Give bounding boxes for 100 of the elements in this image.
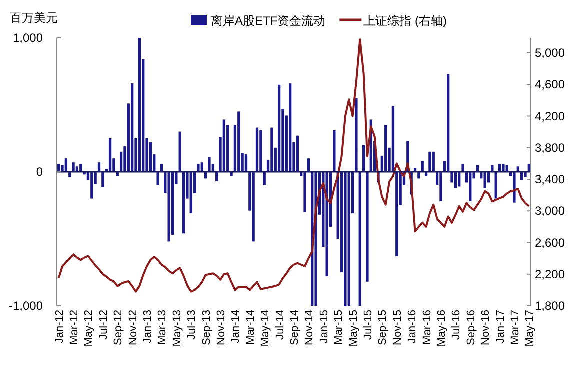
bar <box>462 164 464 172</box>
x-tick-label: May-17 <box>524 310 536 347</box>
bar <box>270 128 274 172</box>
bar <box>61 165 64 172</box>
x-tick-label: May-13 <box>171 310 184 347</box>
bar <box>292 142 296 172</box>
x-tick-label: Jul-13 <box>186 310 198 340</box>
bar <box>344 172 347 306</box>
bar <box>182 172 186 234</box>
y2-tick-label: 4,600 <box>535 78 566 92</box>
bar <box>190 172 192 214</box>
x-tick-label: Nov-14 <box>304 310 316 346</box>
bar <box>366 172 369 282</box>
bar <box>219 137 222 172</box>
bar <box>340 172 344 272</box>
x-tick-label: Mar-12 <box>68 310 81 345</box>
bar <box>108 138 112 172</box>
bar <box>502 164 505 172</box>
bar <box>90 172 94 199</box>
y-tick-label: 0 <box>36 165 44 179</box>
bar <box>260 130 262 172</box>
bar <box>124 146 126 172</box>
bar <box>274 148 277 172</box>
bar <box>304 172 306 212</box>
bar <box>102 172 104 188</box>
bar <box>178 132 182 172</box>
bar <box>200 162 204 172</box>
bar <box>472 172 476 179</box>
x-tick-label: Jan-13 <box>142 310 154 344</box>
x-tick-label: Jul-15 <box>362 310 374 340</box>
bar <box>120 152 123 172</box>
bar <box>296 136 299 172</box>
bar <box>469 172 472 202</box>
bar <box>252 172 255 242</box>
x-tick-label: Nov-16 <box>480 310 492 346</box>
bar <box>98 162 101 172</box>
bar <box>396 172 398 256</box>
x-tick-label: Sep-16 <box>465 310 478 346</box>
bar <box>278 84 281 172</box>
x-tick-label: May-16 <box>436 310 448 347</box>
bar <box>285 116 288 172</box>
bar <box>164 172 167 194</box>
bar <box>208 157 211 172</box>
bar <box>153 154 156 172</box>
x-tick-label: Nov-15 <box>392 310 404 346</box>
y2-tick-label: 3,400 <box>535 172 566 187</box>
bar <box>384 125 388 172</box>
bar <box>432 152 435 172</box>
x-tick-label: Mar-13 <box>156 310 169 345</box>
bar <box>149 142 152 172</box>
bar <box>171 172 174 235</box>
bar <box>494 172 498 199</box>
bar <box>450 172 454 183</box>
y-tick-label: -1,000 <box>8 299 44 313</box>
bar <box>266 160 270 172</box>
bar <box>127 104 130 172</box>
bar <box>289 84 292 172</box>
bar <box>392 106 395 172</box>
bar <box>72 162 75 172</box>
bar <box>64 158 68 172</box>
x-tick-label: Jan-12 <box>54 310 66 344</box>
x-tick-label: Sep-14 <box>289 310 301 346</box>
y2-tick-label: 3,800 <box>535 140 566 155</box>
x-tick-label: Nov-13 <box>216 310 228 346</box>
y2-tick-label: 2,200 <box>535 267 566 282</box>
x-tick-label: Jan-14 <box>230 310 242 344</box>
bar <box>351 172 354 214</box>
legend-label: 离岸A股ETF资金流动 <box>211 14 326 28</box>
bar <box>193 172 196 194</box>
bar <box>156 172 160 186</box>
bar <box>418 172 420 179</box>
y2-tick-label: 2,600 <box>535 236 566 250</box>
x-tick-label: Jul-12 <box>98 310 110 340</box>
bar <box>282 109 284 172</box>
bar <box>388 148 391 172</box>
bar <box>222 120 226 172</box>
bar <box>380 156 384 172</box>
bar <box>362 145 366 172</box>
x-tick-label: May-15 <box>348 310 360 347</box>
bar <box>168 172 170 242</box>
x-tick-label: Jul-14 <box>274 310 286 340</box>
bar <box>248 172 252 211</box>
x-tick-label: Sep-12 <box>112 310 125 346</box>
bar <box>440 172 442 202</box>
y2-tick-label: 1,800 <box>535 299 566 313</box>
bar <box>484 172 486 188</box>
bar <box>358 172 362 306</box>
bar <box>238 112 240 172</box>
bar <box>524 172 527 178</box>
bar <box>447 74 450 172</box>
x-tick-label: Jan-17 <box>494 310 507 344</box>
bar <box>333 130 336 172</box>
bar <box>326 172 328 277</box>
x-tick-label: Jan-15 <box>318 310 330 344</box>
bar <box>197 164 200 172</box>
x-tick-label: Mar-15 <box>333 310 346 345</box>
bar <box>348 172 350 306</box>
bar <box>513 172 516 203</box>
x-tick-label: Mar-16 <box>421 310 434 345</box>
bar <box>131 84 134 172</box>
